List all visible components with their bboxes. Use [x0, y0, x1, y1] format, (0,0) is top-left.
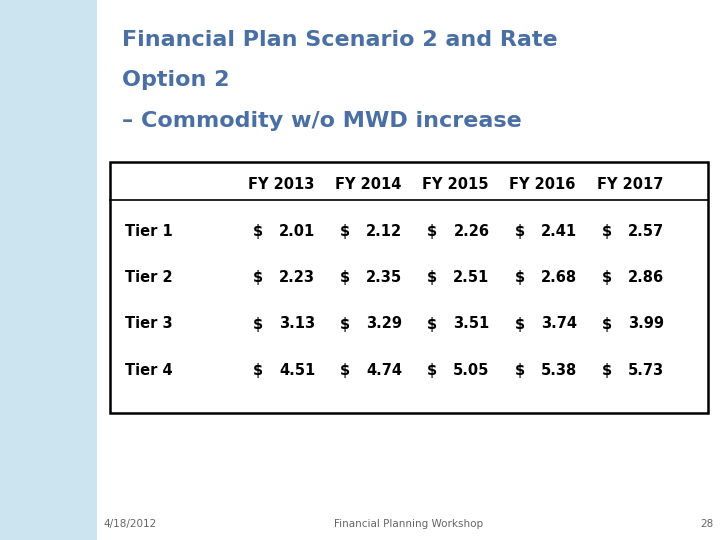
Text: $: $ [427, 363, 438, 379]
Text: $: $ [253, 316, 263, 332]
FancyBboxPatch shape [109, 162, 708, 413]
Text: $: $ [602, 316, 612, 332]
Text: Tier 1: Tier 1 [125, 224, 173, 239]
Text: 2.35: 2.35 [366, 269, 402, 285]
Text: $: $ [515, 224, 525, 239]
Text: FY 2014: FY 2014 [335, 177, 401, 192]
Text: 2.51: 2.51 [454, 269, 490, 285]
Text: 4.51: 4.51 [279, 363, 315, 379]
Text: 2.57: 2.57 [628, 224, 664, 239]
Text: 2.41: 2.41 [541, 224, 577, 239]
Text: $: $ [427, 224, 438, 239]
Text: 2.86: 2.86 [628, 269, 664, 285]
Text: $: $ [253, 224, 263, 239]
Text: 5.73: 5.73 [628, 363, 664, 379]
Text: 2.68: 2.68 [541, 269, 577, 285]
Text: $: $ [340, 269, 350, 285]
Text: 3.74: 3.74 [541, 316, 577, 332]
Text: Tier 2: Tier 2 [125, 269, 173, 285]
Circle shape [0, 54, 112, 540]
Text: $: $ [515, 269, 525, 285]
Text: 3.99: 3.99 [628, 316, 664, 332]
Text: FY 2017: FY 2017 [596, 177, 663, 192]
Text: 28: 28 [701, 519, 714, 529]
Text: $: $ [515, 316, 525, 332]
Text: 5.38: 5.38 [541, 363, 577, 379]
Text: Tier 4: Tier 4 [125, 363, 173, 379]
Text: 2.01: 2.01 [279, 224, 315, 239]
Text: $: $ [340, 224, 350, 239]
Text: $: $ [253, 363, 263, 379]
Text: 3.51: 3.51 [454, 316, 490, 332]
Text: 4.74: 4.74 [366, 363, 402, 379]
Text: 4/18/2012: 4/18/2012 [104, 519, 157, 529]
Text: Financial Plan Scenario 2 and Rate: Financial Plan Scenario 2 and Rate [122, 30, 558, 50]
Text: FY 2013: FY 2013 [248, 177, 314, 192]
Text: $: $ [427, 269, 438, 285]
Text: $: $ [602, 224, 612, 239]
Text: Option 2: Option 2 [122, 70, 230, 90]
Text: $: $ [340, 316, 350, 332]
Text: – Commodity w/o MWD increase: – Commodity w/o MWD increase [122, 111, 522, 131]
Text: FY 2016: FY 2016 [509, 177, 576, 192]
Circle shape [0, 0, 102, 394]
Text: $: $ [340, 363, 350, 379]
Text: 5.05: 5.05 [453, 363, 490, 379]
Text: 2.12: 2.12 [366, 224, 402, 239]
Text: $: $ [427, 316, 438, 332]
Text: 3.13: 3.13 [279, 316, 315, 332]
Text: $: $ [515, 363, 525, 379]
Text: $: $ [602, 269, 612, 285]
Text: FY 2015: FY 2015 [422, 177, 489, 192]
Text: 3.29: 3.29 [366, 316, 402, 332]
Text: 2.23: 2.23 [279, 269, 315, 285]
Text: Tier 3: Tier 3 [125, 316, 173, 332]
Text: 2.26: 2.26 [454, 224, 490, 239]
Text: $: $ [602, 363, 612, 379]
Text: Financial Planning Workshop: Financial Planning Workshop [334, 519, 483, 529]
Text: $: $ [253, 269, 263, 285]
